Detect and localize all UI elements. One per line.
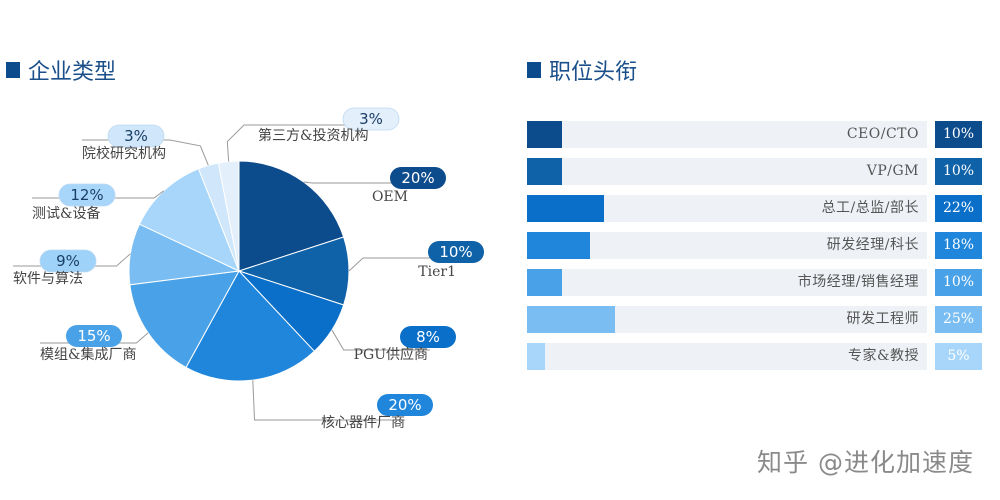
- bar-fill: [527, 269, 563, 296]
- pie-slice: [238, 160, 345, 272]
- slice-percent-badge: [400, 326, 456, 348]
- bar-row: CEO/CTO 10%: [527, 121, 982, 148]
- bar-row: 研发经理/科长 18%: [527, 232, 982, 259]
- bar-track: [527, 269, 927, 296]
- bar-category-label: VP/GM: [866, 163, 919, 179]
- bar-category-label: 总工/总监/部长: [821, 200, 919, 216]
- slice-category-label: Tier1: [418, 264, 456, 280]
- leader-line: [252, 380, 405, 421]
- bar-track: [527, 195, 927, 222]
- slice-percent-label: 8%: [416, 328, 440, 346]
- bar-fill: [527, 232, 591, 259]
- pie-section-title: 企业类型: [6, 55, 116, 85]
- bar-row: 研发工程师 25%: [527, 306, 982, 333]
- bar-track: [527, 121, 927, 148]
- bar-fill: [527, 343, 545, 370]
- slice-category-label: PGU供应商: [354, 346, 428, 363]
- slice-category-label: 院校研究机构: [82, 145, 166, 162]
- bar-value-label: 25%: [935, 306, 982, 333]
- bar-value-label: 10%: [935, 121, 982, 148]
- bar-track: [527, 232, 927, 259]
- slice-category-label: 核心器件厂商: [321, 415, 405, 431]
- slice-percent-label: 20%: [388, 396, 421, 414]
- bar-fill: [527, 121, 563, 148]
- bar-value-label: 5%: [935, 343, 982, 370]
- bar-category-label: 市场经理/销售经理: [797, 274, 919, 290]
- bar-category-label: 专家&教授: [848, 348, 919, 364]
- slice-percent-label: 10%: [439, 243, 472, 261]
- slice-percent-label: 9%: [56, 252, 80, 270]
- bar-fill: [527, 158, 563, 185]
- slice-percent-badge: [39, 249, 97, 273]
- slice-category-label: 测试&设备: [32, 205, 100, 222]
- slice-percent-label: 3%: [359, 110, 383, 128]
- leader-line: [331, 329, 430, 351]
- slice-percent-badge: [107, 124, 165, 148]
- bar-track: [527, 306, 927, 333]
- slice-category-label: OEM: [372, 189, 408, 205]
- bar-fill: [527, 195, 605, 222]
- slice-category-label: 第三方&投资机构: [258, 127, 368, 144]
- slice-percent-badge: [377, 394, 433, 416]
- slice-percent-badge: [58, 183, 116, 207]
- bar-section-title: 职位头衔: [527, 55, 637, 85]
- bar-category-label: CEO/CTO: [846, 126, 919, 142]
- bar-row: VP/GM 10%: [527, 158, 982, 185]
- bar-category-label: 研发经理/科长: [826, 237, 919, 253]
- title-marker-icon: [527, 62, 541, 78]
- bar-row: 专家&教授 5%: [527, 343, 982, 370]
- bar-row: 总工/总监/部长 22%: [527, 195, 982, 222]
- slice-percent-label: 20%: [401, 169, 434, 187]
- leader-line: [226, 124, 372, 162]
- bar-value-label: 10%: [935, 269, 982, 296]
- bar-track: [527, 158, 927, 185]
- bar-row: 市场经理/销售经理 10%: [527, 269, 982, 296]
- slice-category-label: 软件与算法: [13, 271, 83, 287]
- pie-chart: 20%OEM10%Tier18%PGU供应商20%核心器件厂商15%模组&集成厂…: [13, 107, 484, 431]
- watermark: 知乎 @进化加速度: [757, 448, 974, 477]
- leader-line: [348, 257, 456, 272]
- bar-fill: [527, 306, 615, 333]
- bar-track: [527, 343, 927, 370]
- pie-title-text: 企业类型: [28, 60, 117, 85]
- bar-category-label: 研发工程师: [846, 311, 919, 327]
- slice-percent-badge: [342, 107, 400, 131]
- slice-category-label: 模组&集成厂商: [40, 346, 136, 363]
- slice-percent-label: 12%: [70, 186, 103, 204]
- slice-percent-badge: [390, 167, 446, 189]
- slice-percent-label: 3%: [124, 127, 148, 145]
- leader-line: [303, 181, 418, 184]
- slice-percent-badge: [428, 241, 484, 263]
- slice-percent-badge: [66, 325, 122, 347]
- bar-title-text: 职位头衔: [549, 60, 638, 85]
- title-marker-icon: [6, 62, 20, 78]
- slice-percent-label: 15%: [77, 327, 110, 345]
- bar-value-label: 18%: [935, 232, 982, 259]
- bar-value-label: 22%: [935, 195, 982, 222]
- bar-value-label: 10%: [935, 158, 982, 185]
